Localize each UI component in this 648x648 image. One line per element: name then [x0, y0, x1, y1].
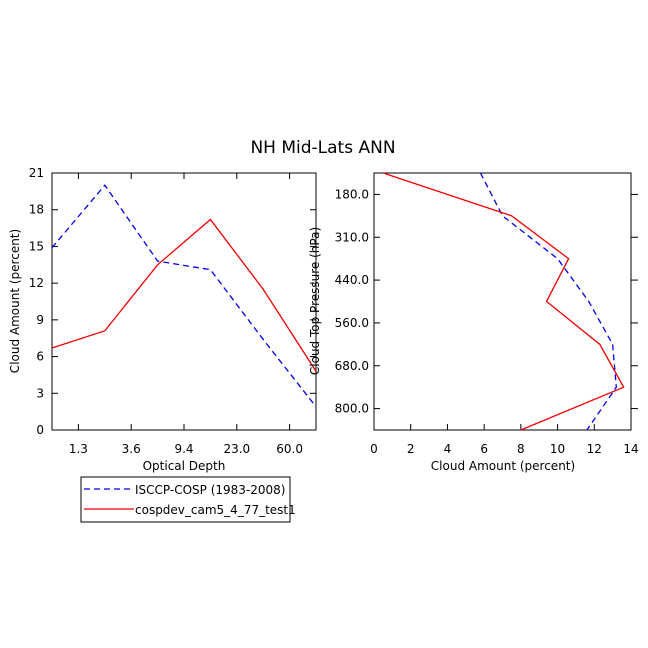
left-x-tick-label: 1.3	[69, 442, 88, 456]
right-x-tick-label: 4	[444, 442, 452, 456]
right-y-tick-label: 180.0	[335, 187, 369, 201]
left-x-axis-label: Optical Depth	[143, 459, 226, 473]
left-x-tick-label: 60.0	[276, 442, 303, 456]
right-panel: 0 2 4 6 8 10 12 14 180.0 310.0 440.0 560.0 680.0 800.…	[308, 172, 639, 473]
right-x-tick-label: 10	[550, 442, 565, 456]
left-x-tick-label: 23.0	[223, 442, 250, 456]
right-x-tick-label: 6	[480, 442, 488, 456]
right-x-tick-label: 0	[370, 442, 378, 456]
left-y-tick-label: 3	[36, 386, 44, 400]
right-y-tick-label: 440.0	[335, 273, 369, 287]
left-y-axis-label: Cloud Amount (percent)	[8, 229, 22, 373]
right-y-tick-label: 800.0	[335, 402, 369, 416]
right-x-tick-label: 12	[587, 442, 602, 456]
left-x-tick-label: 9.4	[174, 442, 193, 456]
legend: ISCCP-COSP (1983-2008) cospdev_cam5_4_77…	[80, 476, 296, 523]
left-plot-frame	[51, 172, 317, 431]
left-y-tick-label: 6	[36, 350, 44, 364]
left-y-tick-label: 12	[29, 276, 44, 290]
left-y-tick-label: 18	[29, 203, 44, 217]
left-y-tick-label: 0	[36, 423, 44, 437]
legend-label-cam5: cospdev_cam5_4_77_test1	[135, 503, 296, 517]
right-y-tick-label: 560.0	[335, 316, 369, 330]
right-plot-frame	[373, 172, 632, 431]
right-y-tick-label: 680.0	[335, 359, 369, 373]
left-y-tick-label: 15	[29, 239, 44, 253]
left-series-cam5-line	[51, 218, 317, 372]
right-x-axis-label: Cloud Amount (percent)	[431, 459, 575, 473]
left-panel: 0 3 6 9 12 15 18 21 1.3 3.6 9.4 23.0 60.0 Optical De…	[8, 166, 317, 473]
chart-title: NH Mid-Lats ANN	[250, 138, 395, 158]
legend-label-isccp: ISCCP-COSP (1983-2008)	[135, 483, 285, 497]
left-y-tick-label: 21	[29, 166, 44, 180]
right-x-tick-label: 14	[623, 442, 638, 456]
right-series-isccp-line	[479, 172, 617, 431]
left-x-tick-label: 3.6	[122, 442, 141, 456]
right-y-tick-label: 310.0	[335, 230, 369, 244]
right-series-cam5-line	[382, 172, 625, 431]
legend-box	[80, 476, 291, 523]
right-x-tick-label: 2	[407, 442, 415, 456]
left-series-isccp-line	[51, 184, 317, 408]
right-x-tick-label: 8	[517, 442, 525, 456]
left-y-tick-label: 9	[36, 313, 44, 327]
right-y-axis-label: Cloud Top Pressure (hPa)	[308, 227, 322, 375]
